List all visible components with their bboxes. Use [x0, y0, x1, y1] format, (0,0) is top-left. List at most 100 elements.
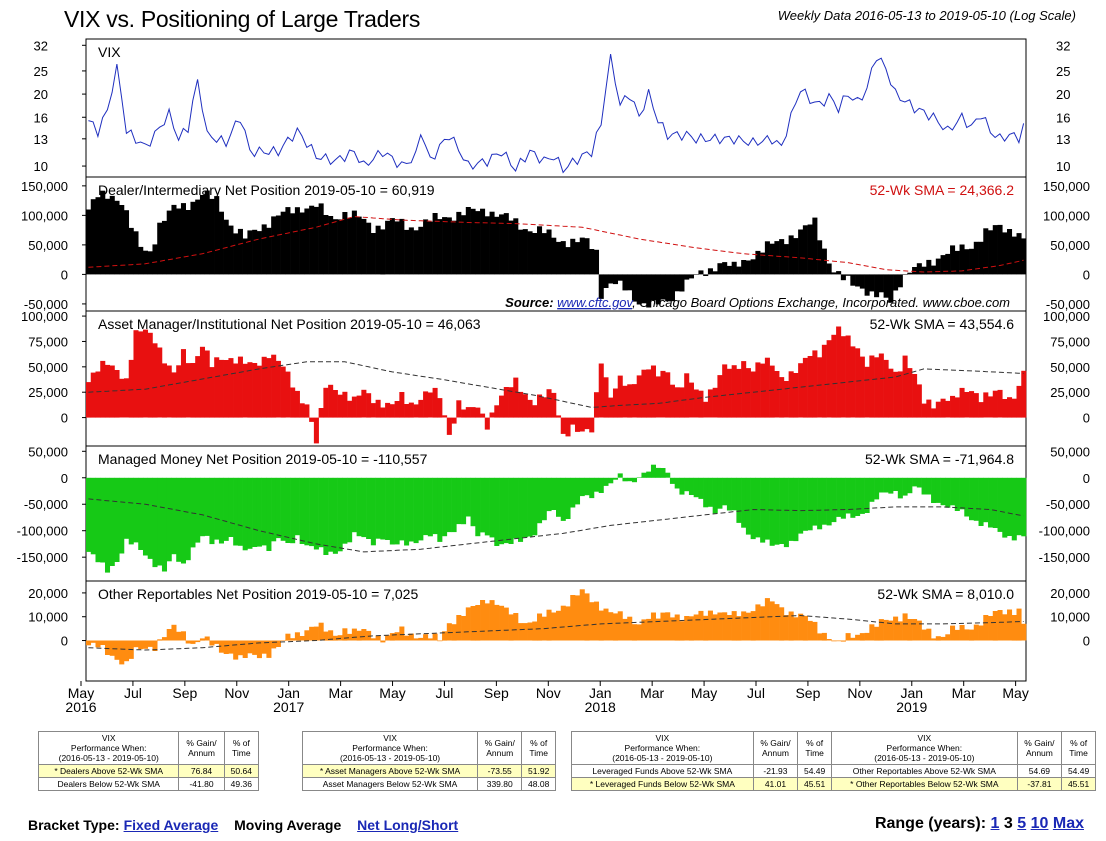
vix-ytick-right: 16	[1056, 110, 1070, 125]
asset-bar	[389, 404, 395, 418]
dealer-bar	[902, 274, 908, 275]
asset-bar	[413, 404, 419, 418]
other-bar	[166, 629, 172, 641]
asset-bar	[90, 372, 96, 418]
moving-average-option[interactable]: Moving Average	[234, 817, 342, 833]
asset-bar	[973, 393, 979, 418]
range-1-link[interactable]: 1	[990, 815, 1000, 832]
dealer-bar	[612, 274, 619, 285]
range-selector: Range (years): 1 3 5 10 Max	[875, 815, 1084, 833]
asset-bar	[560, 417, 566, 434]
vix-ytick-left: 10	[34, 159, 48, 174]
x-year-label: 2017	[273, 699, 304, 715]
asset-sma-line	[88, 361, 1024, 408]
asset-bar	[821, 344, 827, 418]
dealer-bar	[764, 241, 770, 275]
vix-ytick-right: 20	[1056, 87, 1070, 102]
asset-bar	[304, 404, 310, 418]
asset-bar	[1002, 399, 1008, 418]
managed-bar	[992, 477, 998, 528]
asset-bar	[612, 388, 619, 418]
managed-bar	[741, 477, 747, 528]
range-5-link[interactable]: 5	[1017, 815, 1027, 832]
managed-bar	[233, 477, 239, 546]
other-bar	[304, 630, 310, 641]
dealer-bar	[242, 238, 248, 275]
dealer-bar	[660, 274, 666, 300]
asset-bar	[128, 359, 134, 418]
managed-bar	[916, 477, 922, 488]
other-bar	[1011, 615, 1017, 641]
other-bar	[399, 626, 405, 641]
other-bar	[688, 616, 694, 641]
asset-bar	[446, 417, 452, 435]
managed-bar	[385, 477, 391, 540]
other-bar	[356, 630, 362, 641]
managed-bar	[242, 477, 248, 551]
cboe-link[interactable]: www.cboe.com	[923, 295, 1011, 310]
other-bar	[565, 606, 571, 641]
dealer-bar	[204, 190, 210, 275]
managed-bar	[793, 477, 799, 542]
other-bar	[489, 600, 495, 641]
dealer-bar	[518, 229, 524, 275]
managed-bar	[214, 477, 220, 540]
dealer-bar	[883, 274, 889, 298]
dealer-bar	[636, 274, 642, 305]
managed-bar	[465, 477, 471, 517]
vix-ytick-left: 25	[34, 64, 48, 79]
other-bar	[783, 615, 789, 641]
other-bar	[408, 633, 414, 641]
dealer-bar	[361, 218, 367, 275]
asset-bar	[969, 391, 975, 418]
managed-bar	[802, 477, 808, 531]
asset-bar	[157, 347, 163, 418]
other-bar	[650, 612, 656, 641]
asset-bar	[807, 356, 813, 418]
managed-bar	[180, 477, 186, 564]
managed-bar	[669, 477, 675, 484]
net-long-short-link[interactable]: Net Long/Short	[357, 817, 459, 833]
other-bar	[878, 619, 884, 641]
dealer-bar	[480, 208, 486, 275]
dealer-ytick-left: 0	[61, 267, 68, 282]
managed-bar	[508, 477, 514, 544]
range-10-link[interactable]: 10	[1030, 815, 1049, 832]
asset-bar	[1021, 370, 1027, 418]
asset-bar	[109, 365, 115, 418]
other-bar	[252, 640, 258, 655]
other-bar	[437, 640, 443, 642]
asset-bar	[480, 413, 486, 418]
dealer-bar	[641, 274, 647, 304]
managed-bar	[712, 477, 718, 514]
fixed-average-link[interactable]: Fixed Average	[123, 817, 219, 833]
asset-bar	[907, 368, 913, 418]
managed-bar	[883, 477, 889, 493]
cftc-link[interactable]: www.cftc.gov	[557, 295, 634, 310]
managed-bar	[589, 477, 595, 499]
panel-frame-0	[85, 38, 1027, 178]
dealer-bar	[304, 208, 310, 275]
range-max-link[interactable]: Max	[1052, 815, 1084, 832]
asset-ytick-right: 50,000	[1050, 360, 1090, 375]
other-bar	[442, 631, 448, 641]
dealer-bar	[793, 238, 799, 275]
managed-bar	[499, 477, 505, 545]
dealer-bar	[603, 274, 609, 288]
managed-bar	[423, 477, 429, 536]
managed-ytick-left: -50,000	[24, 497, 68, 512]
other-bar	[560, 605, 566, 641]
dealer-bar	[456, 211, 462, 275]
managed-bar	[584, 477, 590, 496]
managed-bar	[86, 477, 92, 552]
asset-bar	[223, 360, 229, 418]
other-bar	[380, 640, 386, 643]
source-text: , Chicago Board Options Exchange, Incorp…	[632, 295, 923, 310]
dealer-bar	[783, 244, 789, 275]
dealer-bar	[370, 233, 376, 275]
asset-bar	[342, 391, 348, 418]
x-year-label: 2016	[65, 699, 96, 715]
dealer-bar	[855, 274, 861, 287]
dealer-bar	[489, 211, 495, 275]
asset-bar	[788, 371, 794, 418]
